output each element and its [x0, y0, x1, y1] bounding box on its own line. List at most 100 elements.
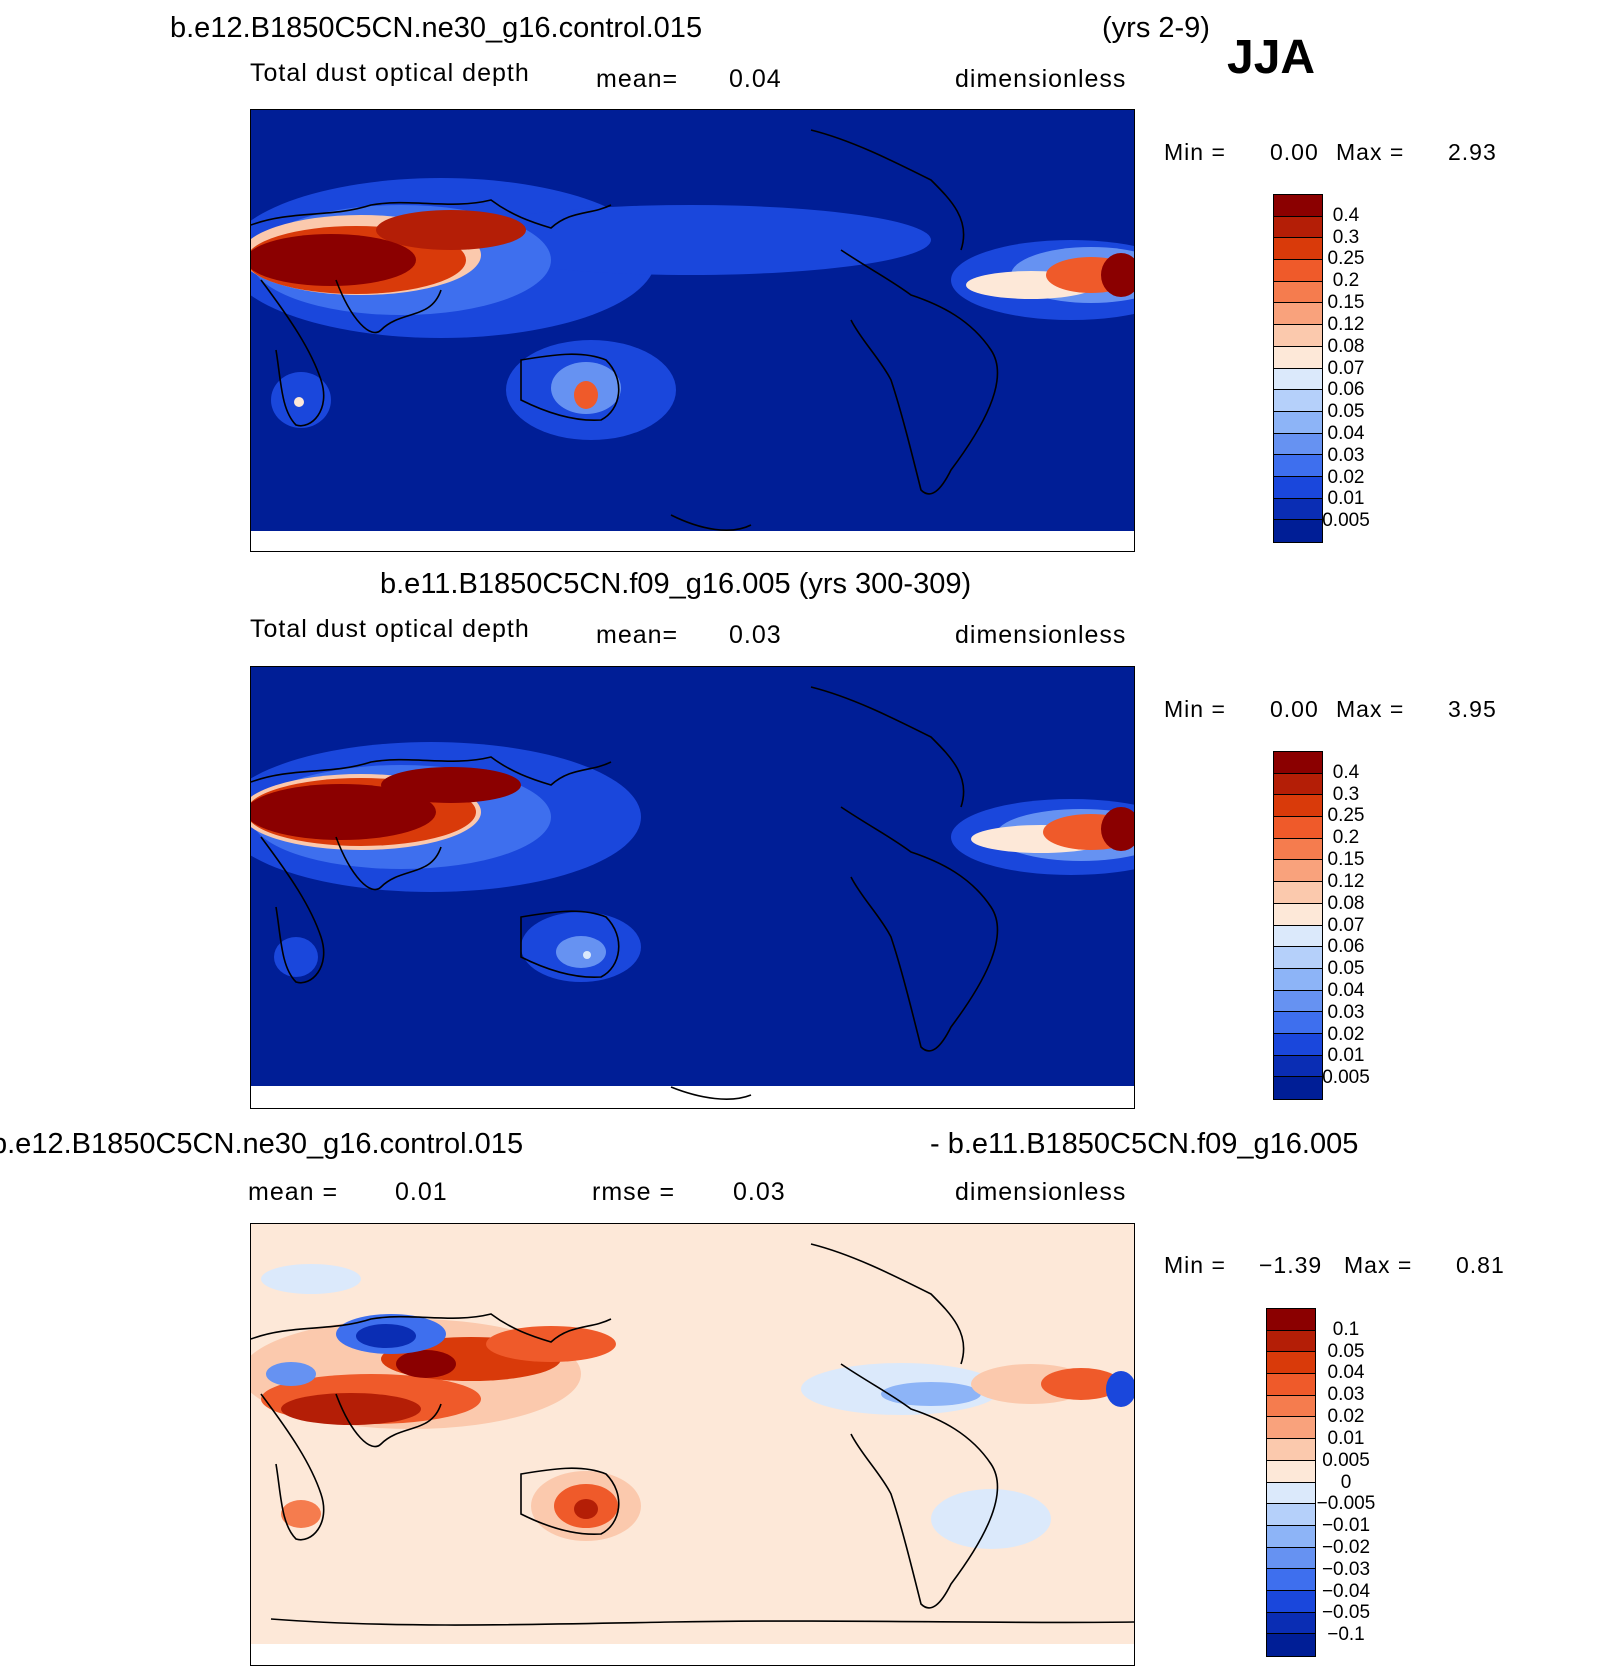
panel2-variable: Total dust optical depth: [250, 615, 530, 643]
colorbar-tick-label: 0.04: [1327, 422, 1365, 444]
colorbar-tick-label: 0.01: [1327, 488, 1365, 510]
colorbar-swatch: [1267, 1590, 1315, 1613]
colorbar-tick-label: 0.04: [1327, 979, 1365, 1001]
colorbar-tick-label: 0.05: [1327, 958, 1365, 980]
colorbar-swatch: [1274, 368, 1322, 391]
panel1-min-value: 0.00: [1270, 139, 1319, 165]
panel1-units: dimensionless: [955, 65, 1127, 93]
panel3-min-value: −1.39: [1259, 1252, 1323, 1278]
colorbar-tick-label: 0.02: [1327, 466, 1365, 488]
colorbar-tick-label: 0.05: [1327, 1340, 1365, 1362]
colorbar-tick-label: 0.12: [1327, 870, 1365, 892]
colorbar-tick-label: 0.005: [1322, 1449, 1370, 1471]
colorbar-swatch: [1274, 925, 1322, 948]
colorbar-tick-label: 0.1: [1332, 1318, 1360, 1340]
colorbar-swatch: [1274, 195, 1322, 217]
colorbar-tick-label: 0.01: [1327, 1045, 1365, 1067]
colorbar-tick-label: 0.15: [1327, 292, 1365, 314]
colorbar-swatch: [1274, 238, 1322, 261]
colorbar-swatch: [1267, 1460, 1315, 1483]
colorbar-tick-label: −0.05: [1321, 1602, 1371, 1624]
colorbar-swatch: [1274, 433, 1322, 456]
colorbar-tick-label: −0.01: [1321, 1515, 1371, 1537]
panel3-title-left: b.e12.B1850C5CN.ne30_g16.control.015: [0, 1128, 524, 1160]
colorbar-swatch: [1267, 1417, 1315, 1440]
panel3-rmse-value: 0.03: [733, 1178, 786, 1206]
colorbar-tick-label: 0.01: [1327, 1427, 1365, 1449]
colorbar-tick-label: 0.2: [1332, 270, 1360, 292]
colorbar-swatch: [1274, 520, 1322, 542]
colorbar-swatch: [1274, 1012, 1322, 1034]
colorbar-swatch: [1274, 476, 1322, 499]
colorbar-tick-label: 0.04: [1327, 1362, 1365, 1384]
colorbar-swatch: [1274, 411, 1322, 434]
colorbar-swatch: [1267, 1395, 1315, 1418]
colorbar-swatch: [1267, 1547, 1315, 1570]
colorbar-tick-label: 0.3: [1332, 783, 1360, 805]
panel1-title: b.e12.B1850C5CN.ne30_g16.control.015: [170, 12, 703, 44]
panel3-title-right: - b.e11.B1850C5CN.f09_g16.005: [930, 1128, 1359, 1160]
colorbar-tick-label: −0.04: [1321, 1580, 1371, 1602]
colorbar-tick-label: 0.25: [1327, 248, 1365, 270]
colorbar-swatch: [1274, 346, 1322, 369]
colorbar-swatch: [1267, 1330, 1315, 1353]
panel3-difference-field: [251, 1264, 1134, 1549]
colorbar-swatch: [1267, 1439, 1315, 1461]
colorbar-swatch: [1267, 1612, 1315, 1635]
colorbar-tick-label: 0.4: [1332, 204, 1360, 226]
colorbar-tick-label: 0.005: [1322, 510, 1370, 532]
panel2-coastlines: [251, 686, 999, 1100]
colorbar-swatch: [1267, 1309, 1315, 1331]
colorbar-swatch: [1274, 325, 1322, 347]
panel2-colorbar: [1273, 751, 1323, 1100]
colorbar-tick-label: 0.06: [1327, 936, 1365, 958]
colorbar-swatch: [1274, 455, 1322, 477]
colorbar-tick-label: 0.15: [1327, 849, 1365, 871]
panel3-rmse-label: rmse =: [592, 1178, 676, 1206]
colorbar-swatch: [1274, 860, 1322, 883]
colorbar-tick-label: −0.005: [1316, 1493, 1376, 1515]
panel3-mean-label: mean =: [248, 1178, 339, 1206]
colorbar-tick-label: 0.03: [1327, 1001, 1365, 1023]
colorbar-tick-label: 0.12: [1327, 313, 1365, 335]
panel2-mean-value: 0.03: [729, 621, 782, 649]
panel3-min-label: Min =: [1164, 1252, 1226, 1278]
colorbar-swatch: [1267, 1482, 1315, 1505]
colorbar-tick-label: 0.3: [1332, 226, 1360, 248]
colorbar-swatch: [1274, 968, 1322, 991]
colorbar-swatch: [1274, 390, 1322, 412]
colorbar-swatch: [1267, 1634, 1315, 1656]
colorbar-tick-label: 0.03: [1327, 1384, 1365, 1406]
colorbar-tick-label: 0.07: [1327, 914, 1365, 936]
colorbar-swatch: [1274, 216, 1322, 239]
panel1-mean-label: mean=: [596, 65, 679, 93]
colorbar-tick-label: 0.06: [1327, 379, 1365, 401]
colorbar-swatch: [1267, 1525, 1315, 1548]
colorbar-tick-label: −0.03: [1321, 1558, 1371, 1580]
panel1-max-label: Max =: [1336, 139, 1405, 165]
panel1-max-value: 2.93: [1448, 139, 1497, 165]
colorbar-tick-label: 0.08: [1327, 335, 1365, 357]
panel1-map: [250, 109, 1135, 552]
panel2-dust-field: [251, 742, 1134, 982]
season-label: JJA: [1227, 31, 1316, 84]
panel3-max-value: 0.81: [1456, 1252, 1505, 1278]
colorbar-tick-label: 0.2: [1332, 827, 1360, 849]
panel3-max-label: Max =: [1344, 1252, 1413, 1278]
colorbar-tick-label: 0.25: [1327, 805, 1365, 827]
colorbar-swatch: [1267, 1374, 1315, 1396]
colorbar-tick-label: 0.02: [1327, 1023, 1365, 1045]
panel2-map: [250, 666, 1135, 1109]
colorbar-swatch: [1274, 752, 1322, 774]
colorbar-swatch: [1274, 990, 1322, 1013]
colorbar-tick-label: −0.02: [1321, 1536, 1371, 1558]
colorbar-swatch: [1274, 1077, 1322, 1099]
panel2-min-label: Min =: [1164, 696, 1226, 722]
panel2-units: dimensionless: [955, 621, 1127, 649]
colorbar-tick-label: 0.07: [1327, 357, 1365, 379]
panel3-mean-value: 0.01: [395, 1178, 448, 1206]
colorbar-swatch: [1274, 903, 1322, 926]
panel3-units: dimensionless: [955, 1178, 1127, 1206]
colorbar-swatch: [1274, 1055, 1322, 1078]
colorbar-tick-label: 0.05: [1327, 401, 1365, 423]
